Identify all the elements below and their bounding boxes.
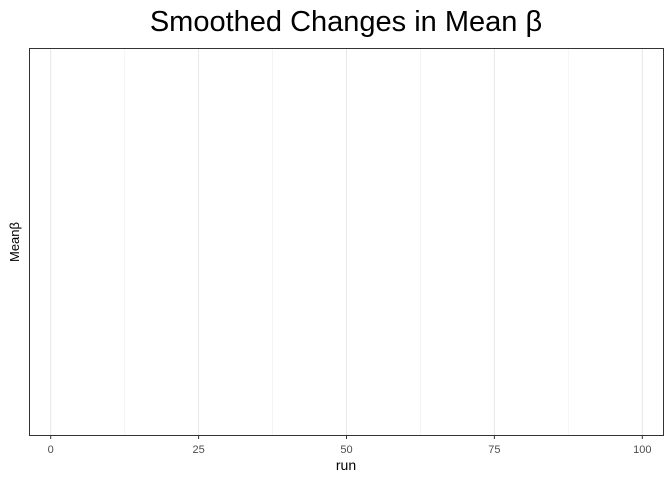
x-axis: 0 25 50 75 100 [48, 435, 651, 456]
chart-title: Smoothed Changes in Mean β [150, 6, 542, 38]
x-tick-label: 100 [633, 444, 651, 456]
x-tick-label: 75 [488, 444, 500, 456]
x-tick-label: 50 [340, 444, 352, 456]
x-tick-label: 25 [192, 444, 204, 456]
y-axis-label: Meanβ [7, 222, 22, 262]
x-axis-label: run [336, 457, 356, 473]
x-tick-label: 0 [48, 444, 54, 456]
grid-layer [50, 49, 643, 435]
